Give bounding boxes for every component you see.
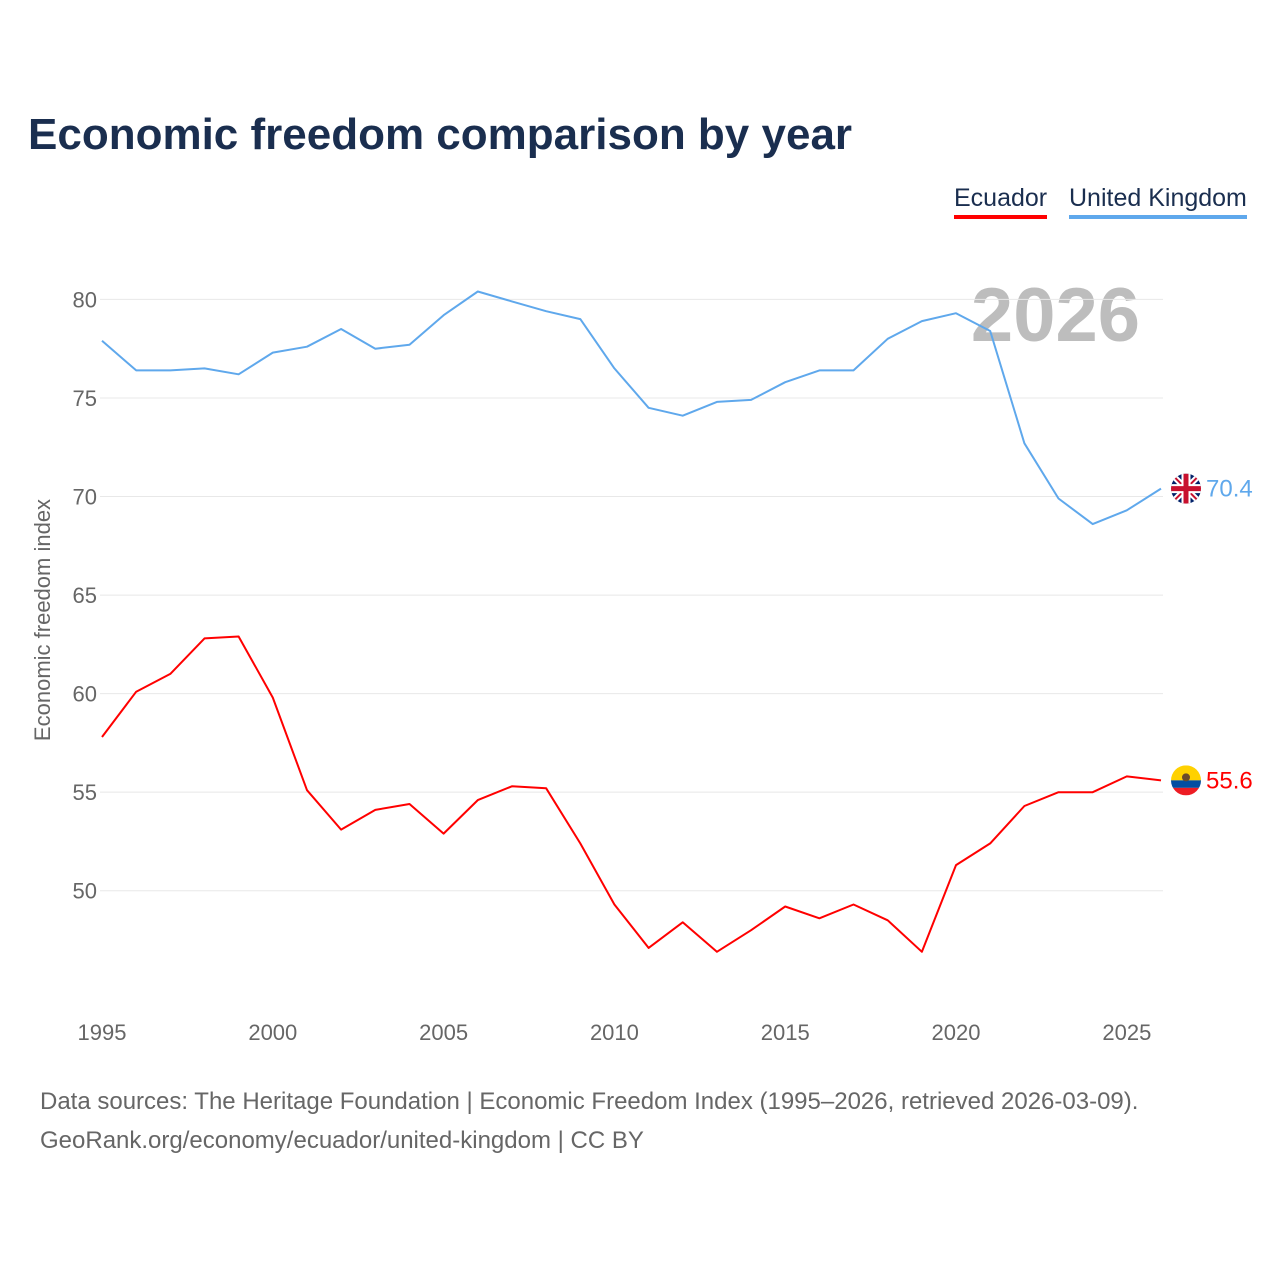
x-tick-label: 2020 [932, 1020, 981, 1045]
y-tick-label: 65 [73, 583, 97, 608]
x-tick-label: 2025 [1102, 1020, 1151, 1045]
footer-link[interactable]: GeoRank.org/economy/ecuador/united-kingd… [40, 1127, 644, 1154]
series-line-united-kingdom [101, 290, 1162, 526]
y-tick-label: 70 [73, 485, 97, 510]
y-tick-label: 80 [73, 287, 97, 312]
x-tick-label: 1995 [78, 1020, 127, 1045]
chart-title: Economic freedom comparison by year [28, 110, 853, 159]
legend-united-kingdom[interactable]: United Kingdom [1069, 184, 1247, 219]
x-tick-label: 2015 [761, 1020, 810, 1045]
y-tick-label: 55 [73, 780, 97, 805]
series-line-ecuador [101, 635, 1162, 953]
legend-ecuador[interactable]: Ecuador [954, 184, 1048, 219]
footer-sources: Data sources: The Heritage Foundation | … [40, 1088, 1139, 1115]
ecuador-emblem [1182, 773, 1190, 782]
y-axis-label: Economic freedom index [30, 499, 55, 741]
y-tick-label: 60 [73, 682, 97, 707]
y-tick-label: 75 [73, 386, 97, 411]
end-value-label: 70.4 [1206, 476, 1253, 503]
y-tick-label: 50 [73, 879, 97, 904]
ecuador-flag-icon [1171, 765, 1201, 796]
uk-flag-icon [1171, 473, 1201, 504]
x-tick-label: 2005 [419, 1020, 468, 1045]
x-tick-label: 2010 [590, 1020, 639, 1045]
end-value-label: 55.6 [1206, 767, 1253, 794]
year-watermark: 2026 [971, 273, 1140, 358]
x-tick-label: 2000 [248, 1020, 297, 1045]
